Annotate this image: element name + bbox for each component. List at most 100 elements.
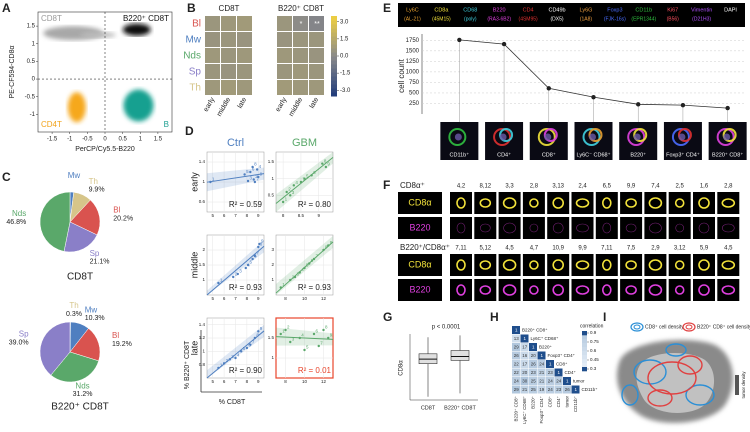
- row-title: early: [189, 172, 199, 192]
- y-tick-label: 1500: [406, 48, 420, 54]
- point-label: 7: [252, 339, 255, 344]
- confidence-band: [207, 167, 264, 192]
- cell-image: [717, 279, 740, 301]
- column-label: early: [275, 96, 289, 113]
- count-point: [457, 37, 462, 43]
- count-point: [636, 102, 641, 107]
- cell-signal: [602, 222, 612, 234]
- fit-line: [275, 157, 334, 204]
- cell-stain: [588, 128, 603, 142]
- cell-signal: [502, 197, 517, 209]
- point-label: 1: [220, 363, 223, 368]
- marker-clone: (RA3-6B2): [487, 16, 511, 22]
- count-point: [501, 41, 507, 47]
- y-tick-label: 1: [202, 179, 205, 184]
- cell-image: [450, 279, 472, 301]
- point-label: 7: [256, 251, 259, 256]
- row-title: late: [189, 341, 199, 356]
- channel-label-bg: [398, 279, 442, 301]
- cell-image: [547, 217, 570, 239]
- cell-image: [644, 254, 667, 276]
- cell-id: 2,4: [578, 184, 587, 190]
- column-label: CD4⁺: [556, 395, 561, 407]
- data-point: [310, 174, 313, 177]
- marker-name: B220: [493, 7, 506, 13]
- x-tick-label: 7: [234, 379, 237, 384]
- column-label: Foxp3⁺ CD4⁺: [539, 395, 544, 423]
- matrix-cell: [520, 351, 529, 360]
- pie-slice: [39, 321, 71, 376]
- cell-signal: [575, 285, 590, 295]
- cell-image: [620, 254, 643, 276]
- box: [450, 350, 470, 361]
- matrix-cell: [546, 360, 554, 368]
- r-squared: R² = 0.93: [229, 283, 263, 292]
- x-tick-label: 8: [246, 296, 249, 301]
- cell-image: [474, 254, 497, 276]
- cell-image: [620, 192, 643, 214]
- point-label: 2: [235, 272, 238, 277]
- cell-signal: [552, 259, 565, 271]
- cell-id: 5,12: [479, 246, 491, 252]
- cell-stain: [543, 128, 558, 142]
- heatmap-cell: [205, 16, 220, 31]
- data-point: [253, 254, 257, 258]
- colorbar-step: [331, 44, 337, 49]
- slice-label: Bl: [112, 331, 119, 340]
- cell-id: 2,8: [530, 184, 539, 190]
- marker-clone: (45M15): [432, 16, 451, 22]
- count-point: [725, 105, 730, 111]
- cell-id: 2,5: [676, 184, 685, 190]
- heatmap-cell: [293, 64, 308, 79]
- matrix-value: 21: [539, 370, 545, 375]
- x-tick-label: 5: [211, 296, 214, 301]
- cell-signal: [529, 198, 539, 208]
- data-point: [246, 263, 250, 267]
- point-label: 1: [285, 197, 288, 202]
- cell-id: 3,3: [505, 184, 514, 190]
- data-point: [324, 165, 328, 169]
- y-axis-label: CD8α: [399, 360, 405, 376]
- cell-id: 2,9: [651, 246, 660, 252]
- y-tick-label: 3: [271, 247, 274, 252]
- cell-signal: [502, 284, 517, 296]
- scale-bar: [735, 375, 739, 395]
- cell-nucleus: [633, 133, 641, 141]
- data-point: [321, 162, 324, 165]
- data-point: [252, 178, 255, 181]
- data-point: [322, 248, 325, 252]
- point-label: 9: [327, 162, 330, 167]
- point-label: 3: [292, 337, 295, 342]
- matrix-cell: [537, 377, 546, 385]
- point-label: 4: [259, 164, 262, 169]
- cell-image: [595, 279, 618, 301]
- cell-signal: [648, 284, 663, 296]
- cell-signal: [648, 259, 663, 271]
- panel-letter: B: [187, 1, 196, 15]
- cell-signal: [721, 285, 736, 295]
- row-label: Foxp3⁺ CD4⁺: [548, 353, 576, 358]
- point-label: 9: [330, 240, 333, 245]
- marker-name: Ly6G: [579, 7, 592, 13]
- panel-letter: H: [490, 310, 499, 324]
- point-label: 6: [316, 329, 319, 334]
- legend-contour: [633, 324, 641, 330]
- channel-label: B220: [409, 222, 430, 232]
- x-tick-label: 9: [257, 296, 260, 301]
- matrix-cell: [512, 343, 520, 351]
- cell-id: 5,9: [700, 246, 709, 252]
- slice-value-label: 46.8%: [6, 219, 26, 226]
- y-tick-label: 250: [409, 101, 420, 107]
- y-axis-label: PE-CF594-CD8α: [9, 45, 16, 98]
- colorbar-tick-label: 1.5: [340, 36, 349, 42]
- marker-name: Ly6C: [406, 7, 419, 13]
- x-tick-label: 1.5: [154, 137, 163, 143]
- matrix-cell: [554, 377, 563, 385]
- cell-stain: [537, 128, 556, 146]
- row-label: Mw: [185, 35, 201, 46]
- cell-signal: [502, 259, 517, 271]
- heatmap-cell: [293, 16, 308, 31]
- matrix-value: 17: [522, 361, 528, 366]
- data-point: [243, 173, 246, 176]
